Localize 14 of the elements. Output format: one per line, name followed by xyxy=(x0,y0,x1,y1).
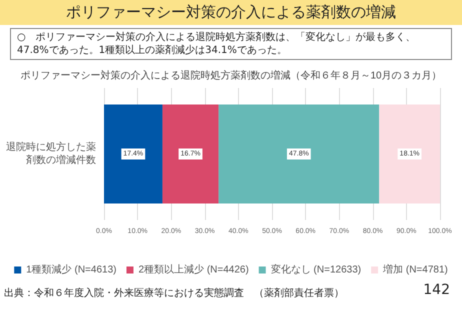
bar xyxy=(104,104,162,204)
source-note: 出典：令和６年度入院・外来医療等における実態調査 （薬剤部責任者票） xyxy=(4,286,344,300)
text: 142 xyxy=(423,282,450,298)
chart-subtitle: ポリファーマシー対策の介入による退院時処方薬剤数の増減（令和６年８月～10月の３カ月） xyxy=(20,70,442,82)
legend-label: 1種類減少 (N=4613) xyxy=(26,264,116,276)
bar xyxy=(162,104,219,204)
legend-label: 増加 (N=4781) xyxy=(382,264,448,276)
y-tick-label: 退院時に処方した薬剤数の増減件数 xyxy=(6,141,96,166)
legend-label: 2種類以上減少 (N=4426) xyxy=(138,264,249,276)
chart-title: ポリファーマシー対策の介入による薬剤数の増減 xyxy=(0,0,462,25)
bar xyxy=(218,104,380,204)
legend-label: 変化なし (N=12633) xyxy=(270,264,362,276)
text: ○ ポリファーマシー対策の介入による退院時処方薬剤数は、「変化なし」が最も多く、47.8%であった。1種類以上の薬剤減少は34.1%であった。 xyxy=(10,28,452,60)
bar xyxy=(379,104,440,204)
